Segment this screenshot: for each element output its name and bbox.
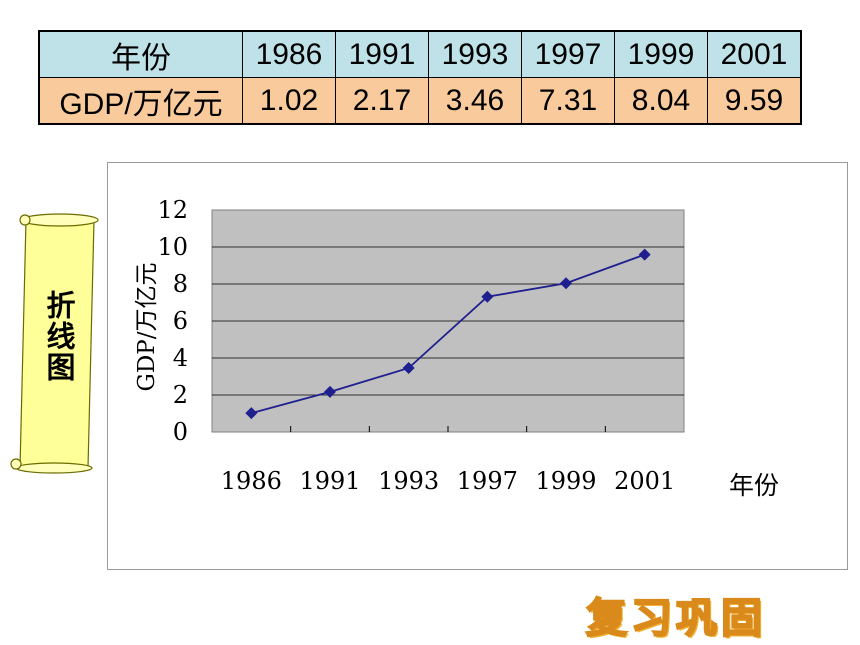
y-tick-label: 12	[157, 196, 188, 224]
y-tick-label: 0	[173, 418, 188, 446]
year-cell: 1999	[614, 30, 708, 78]
year-cell: 2001	[707, 30, 802, 78]
gdp-cell: 7.31	[521, 77, 615, 125]
x-tick-label: 1997	[457, 467, 518, 495]
y-tick-label: 4	[173, 344, 188, 372]
gdp-cell: 2.17	[335, 77, 429, 125]
y-axis-title: GDP/万亿元	[134, 262, 160, 391]
gdp-cell: 8.04	[614, 77, 708, 125]
y-tick-label: 6	[173, 307, 188, 335]
series-line	[251, 253, 645, 414]
x-tick-label: 1993	[378, 467, 439, 495]
x-tick-label: 1986	[221, 467, 282, 495]
data-point	[245, 407, 258, 420]
table-row-year: 年份 1986 1991 1993 1997 1999 2001	[38, 30, 802, 78]
x-tick-label: 2001	[614, 467, 675, 495]
gdp-cell: 3.46	[428, 77, 522, 125]
banner-text: 折线图	[42, 290, 76, 383]
data-point	[324, 385, 336, 398]
table-row-gdp: GDP/万亿元 1.02 2.17 3.46 7.31 8.04 9.59	[38, 77, 802, 125]
gdp-cell: 1.02	[242, 77, 336, 125]
data-point	[402, 361, 415, 374]
x-tick-label: 1991	[299, 467, 360, 495]
data-table: 年份 1986 1991 1993 1997 1999 2001 GDP/万亿元…	[38, 30, 802, 125]
data-point	[638, 248, 651, 261]
scroll-banner: 折线图	[10, 212, 100, 474]
gdp-cell: 9.59	[707, 77, 802, 125]
data-point	[481, 290, 494, 303]
line-chart: 0 2 4 6 8 10 12 1986 1991 1993 1997 1999 2001 GDP/万亿元…	[134, 196, 779, 500]
row-header-gdp: GDP/万亿元	[38, 77, 243, 125]
y-tick-label: 8	[173, 270, 188, 298]
x-tick-label: 1999	[535, 467, 596, 495]
scroll-shape	[10, 213, 99, 474]
chart-frame: 0 2 4 6 8 10 12 1986 1991 1993 1997 1999 2001 GDP/万亿元…	[107, 162, 848, 570]
year-cell: 1991	[335, 30, 429, 78]
y-tick-label: 2	[173, 381, 188, 409]
year-cell: 1986	[242, 30, 336, 78]
review-stamp: 复习巩固	[585, 594, 766, 642]
data-point	[560, 277, 572, 290]
plot-layer: 0 2 4 6 8 10 12 1986 1991 1993 1997 1999 2001 GDP/万亿元…	[134, 196, 779, 500]
year-cell: 1993	[428, 30, 522, 78]
x-axis-title: 年份	[729, 471, 779, 500]
row-header-year: 年份	[38, 30, 243, 78]
y-tick-label: 10	[157, 233, 188, 261]
year-cell: 1997	[521, 30, 615, 78]
